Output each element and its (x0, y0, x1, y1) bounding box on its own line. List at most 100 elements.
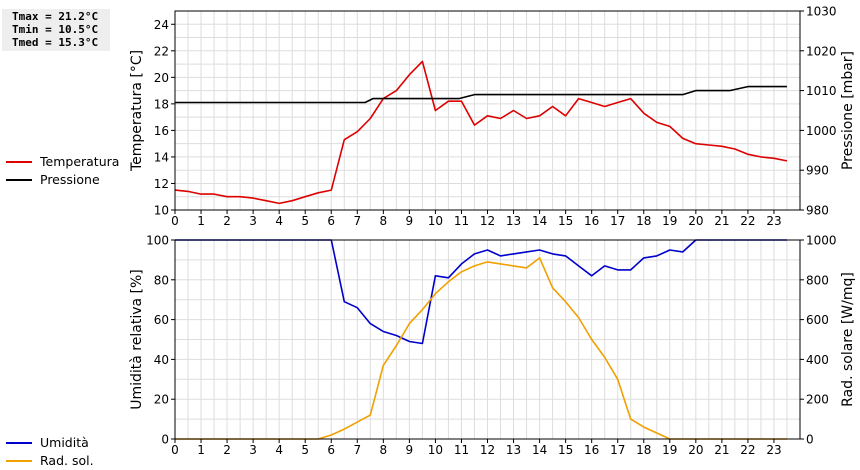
x-tick-label: 3 (249, 214, 257, 228)
x-tick-label: 22 (740, 214, 755, 228)
legend-top: Temperatura Pressione (6, 153, 119, 189)
x-tick-label: 4 (275, 214, 283, 228)
x-tick-label: 5 (301, 443, 309, 457)
tmin-text: Tmin = 10.5°C (12, 23, 99, 36)
y2-tick-label: 990 (806, 164, 829, 178)
y-tick-label: 100 (146, 234, 169, 248)
x-tick-label: 23 (766, 214, 781, 228)
x-tick-label: 0 (171, 443, 179, 457)
y-tick-label: 24 (154, 18, 169, 32)
legend-swatch-rad-sol (6, 460, 32, 462)
x-tick-label: 2 (223, 214, 231, 228)
y-tick-label: 40 (154, 353, 169, 367)
y2-tick-label: 400 (806, 353, 829, 367)
y2-tick-label: 200 (806, 393, 829, 407)
y2-tick-label: 1030 (806, 5, 837, 19)
x-tick-label: 20 (688, 214, 703, 228)
x-tick-label: 3 (249, 443, 257, 457)
panel-2 (171, 239, 804, 443)
series-line-rad-sol (175, 257, 787, 440)
series-line-umidita (175, 239, 787, 345)
legend-item-temperatura: Temperatura (6, 153, 119, 171)
x-tick-label: 7 (353, 443, 361, 457)
x-tick-label: 22 (740, 443, 755, 457)
x-tick-label: 11 (454, 443, 469, 457)
x-tick-label: 15 (558, 214, 573, 228)
x-tick-label: 9 (406, 214, 414, 228)
x-tick-label: 6 (327, 443, 335, 457)
legend-swatch-pressione (6, 179, 32, 181)
legend-label-pressione: Pressione (40, 172, 100, 187)
y-axis-title: Umidità relativa [%] (129, 269, 145, 410)
x-tick-label: 8 (380, 214, 388, 228)
y-tick-label: 10 (154, 204, 169, 218)
x-tick-label: 1 (197, 214, 205, 228)
y-tick-label: 16 (154, 124, 169, 138)
x-tick-label: 1 (197, 443, 205, 457)
stats-box: Tmax = 21.2°C Tmin = 10.5°C Tmed = 15.3°… (2, 9, 110, 51)
y2-tick-label: 800 (806, 273, 829, 287)
x-tick-label: 8 (380, 443, 388, 457)
x-tick-label: 23 (766, 443, 781, 457)
x-tick-label: 16 (584, 214, 599, 228)
y2-tick-label: 1010 (806, 84, 837, 98)
x-tick-label: 13 (506, 214, 521, 228)
weather-chart: 0 1 2 3 4 5 6 7 8 9 10 11 12 13 14 15 16 17 18 19 20 21 22 2310… (129, 5, 856, 458)
y-tick-label: 22 (154, 44, 169, 58)
y-axis-title: Temperatura [°C] (129, 50, 145, 172)
y2-tick-label: 980 (806, 204, 829, 218)
legend-label-temperatura: Temperatura (40, 154, 120, 169)
y-tick-label: 0 (161, 433, 169, 447)
series-line-temperatura (174, 60, 788, 205)
legend-item-pressione: Pressione (6, 171, 119, 189)
legend-item-umidita: Umidità (6, 434, 94, 452)
x-tick-label: 0 (171, 214, 179, 228)
tmax-text: Tmax = 21.2°C (12, 10, 99, 23)
y-tick-label: 60 (154, 313, 169, 327)
x-tick-label: 11 (454, 214, 469, 228)
y-tick-label: 20 (154, 71, 169, 85)
x-tick-label: 9 (406, 443, 414, 457)
x-tick-label: 10 (428, 443, 443, 457)
legend-label-umidita: Umidità (40, 435, 89, 450)
y-tick-label: 12 (154, 177, 169, 191)
x-tick-label: 13 (506, 443, 521, 457)
x-tick-label: 14 (532, 443, 547, 457)
x-tick-label: 12 (480, 443, 495, 457)
x-tick-label: 17 (610, 443, 625, 457)
y-tick-label: 18 (154, 97, 169, 111)
y2-axis-title: Rad. solare [W/mq] (840, 272, 856, 407)
x-tick-label: 6 (327, 214, 335, 228)
x-tick-label: 10 (428, 214, 443, 228)
y2-axis-title: Pressione [mbar] (840, 51, 856, 170)
x-tick-label: 12 (480, 214, 495, 228)
x-tick-label: 7 (353, 214, 361, 228)
y-tick-label: 80 (154, 273, 169, 287)
y-tick-label: 20 (154, 393, 169, 407)
y2-tick-label: 1020 (806, 44, 837, 58)
x-tick-label: 19 (662, 443, 677, 457)
y-tick-label: 14 (154, 150, 169, 164)
x-tick-label: 2 (223, 443, 231, 457)
x-tick-label: 20 (688, 443, 703, 457)
x-tick-label: 19 (662, 214, 677, 228)
y2-tick-label: 1000 (806, 124, 837, 138)
series-line-pressione (175, 85, 787, 104)
legend-swatch-temperatura (6, 161, 32, 163)
tmed-text: Tmed = 15.3°C (12, 36, 99, 49)
y2-tick-label: 0 (806, 433, 814, 447)
x-tick-label: 15 (558, 443, 573, 457)
y2-tick-label: 1000 (806, 234, 837, 248)
legend-swatch-umidita (6, 442, 32, 444)
x-tick-label: 5 (301, 214, 309, 228)
x-tick-label: 21 (714, 214, 729, 228)
y2-tick-label: 600 (806, 313, 829, 327)
x-tick-label: 14 (532, 214, 547, 228)
x-tick-label: 4 (275, 443, 283, 457)
x-tick-label: 21 (714, 443, 729, 457)
x-tick-label: 18 (636, 443, 651, 457)
x-tick-label: 17 (610, 214, 625, 228)
x-tick-label: 16 (584, 443, 599, 457)
panel-1 (171, 10, 804, 214)
x-tick-label: 18 (636, 214, 651, 228)
